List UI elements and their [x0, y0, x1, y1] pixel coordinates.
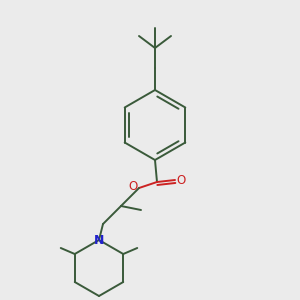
Text: O: O: [176, 173, 186, 187]
Text: O: O: [128, 181, 138, 194]
Text: N: N: [94, 233, 104, 247]
